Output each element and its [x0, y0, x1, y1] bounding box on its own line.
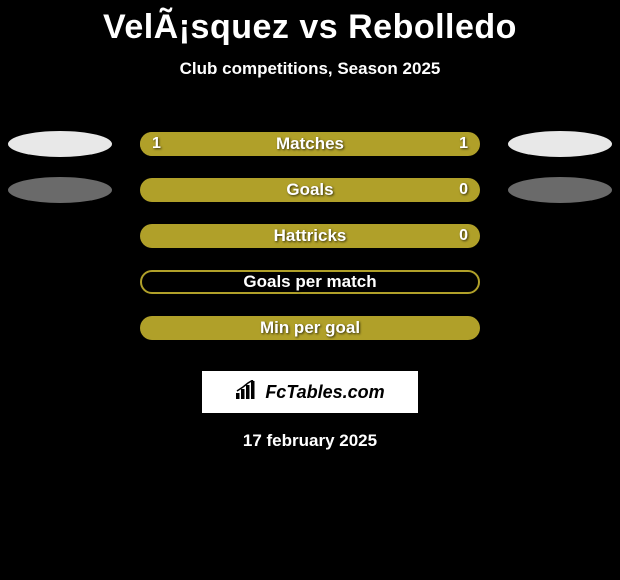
date-label: 17 february 2025	[0, 431, 620, 451]
stat-row: Matches11	[0, 121, 620, 167]
right-ellipse	[508, 131, 612, 157]
stat-rows-container: Matches11Goals0Hattricks0Goals per match…	[0, 121, 620, 351]
left-ellipse	[8, 131, 112, 157]
stat-bar-track: Matches11	[140, 132, 480, 156]
stat-bar-fill	[140, 132, 310, 156]
page-title: VelÃ¡squez vs Rebolledo	[0, 0, 620, 47]
logo-box[interactable]: FcTables.com	[202, 371, 418, 413]
stat-bar-track: Goals per match	[140, 270, 480, 294]
page-subtitle: Club competitions, Season 2025	[0, 59, 620, 79]
stat-bar-track: Goals0	[140, 178, 480, 202]
stat-right-value: 1	[459, 135, 468, 153]
stat-bar-label: Min per goal	[140, 318, 480, 338]
stat-bar-label: Goals per match	[142, 272, 478, 292]
logo-text: FcTables.com	[265, 382, 384, 403]
stat-row: Goals per match	[0, 259, 620, 305]
stat-left-value: 1	[152, 135, 161, 153]
stat-right-value: 0	[459, 227, 468, 245]
stat-bar-track: Hattricks0	[140, 224, 480, 248]
stat-bar-label: Goals	[140, 180, 480, 200]
logo-chart-icon	[235, 380, 259, 405]
left-ellipse	[8, 177, 112, 203]
stat-bar-track: Min per goal	[140, 316, 480, 340]
stat-row: Hattricks0	[0, 213, 620, 259]
stat-row: Min per goal	[0, 305, 620, 351]
stat-row: Goals0	[0, 167, 620, 213]
right-ellipse	[508, 177, 612, 203]
stat-right-value: 0	[459, 181, 468, 199]
stat-bar-label: Hattricks	[140, 226, 480, 246]
